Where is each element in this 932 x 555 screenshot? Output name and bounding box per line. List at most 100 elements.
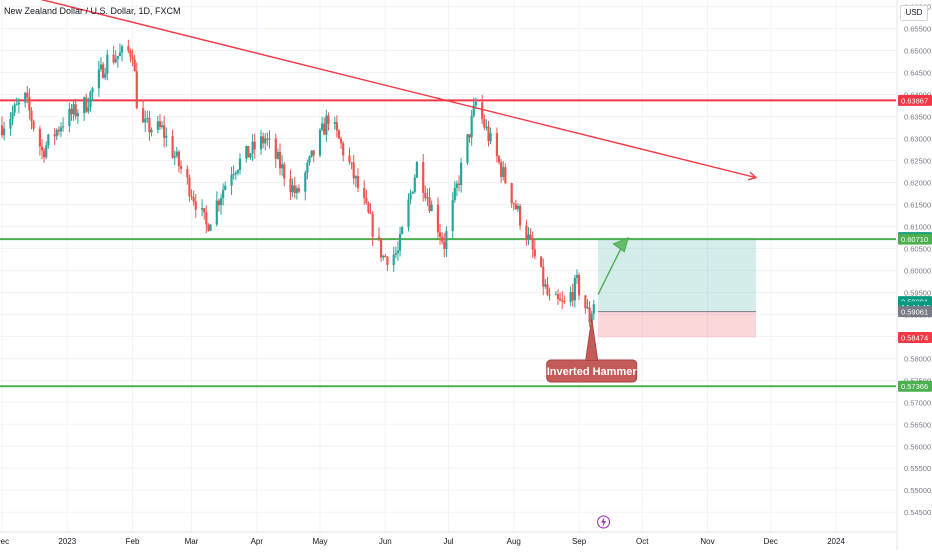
candle-body: [382, 256, 385, 258]
y-tick-label: 0.63500: [904, 113, 931, 122]
candle-body: [554, 294, 557, 296]
candle-body: [548, 294, 551, 296]
candle-body: [409, 193, 412, 200]
candle-body: [160, 125, 164, 127]
x-tick-label: Mar: [185, 537, 199, 546]
candle-body: [398, 233, 402, 251]
candle-body: [53, 134, 56, 137]
candle-body: [457, 183, 461, 186]
candle-body: [510, 183, 513, 204]
candle-body: [55, 129, 58, 137]
candle-body: [203, 208, 206, 213]
candle-body: [497, 156, 501, 163]
candle-body: [308, 156, 311, 163]
candle-body: [118, 52, 122, 56]
candle-body: [59, 127, 63, 132]
candle-body: [516, 205, 520, 210]
candle-body: [293, 185, 296, 193]
candle-body: [135, 71, 138, 109]
candle-body: [573, 277, 576, 301]
candle-body: [363, 187, 366, 199]
candle-body: [426, 197, 429, 199]
candle-body: [3, 128, 6, 136]
candle-body: [205, 212, 208, 225]
candle-body: [188, 177, 191, 197]
candle-body: [87, 107, 90, 112]
candle-body: [436, 204, 440, 233]
candle-body: [327, 115, 330, 124]
y-tick-label: 0.65000: [904, 47, 931, 56]
candle-body: [325, 115, 328, 135]
currency-button[interactable]: USD: [900, 5, 928, 21]
candle-body: [40, 146, 44, 151]
stop-zone[interactable]: [598, 311, 756, 338]
y-tick-label: 0.56000: [904, 442, 931, 451]
x-tick-label: Dec: [764, 537, 778, 546]
candle-body: [253, 141, 256, 150]
candle-body: [114, 58, 117, 63]
candle-body: [15, 104, 18, 106]
candle-body: [371, 213, 374, 237]
candle-body: [91, 88, 94, 92]
candle-body: [101, 64, 105, 78]
candle-body: [148, 117, 151, 133]
candle-body: [474, 102, 477, 106]
candle-body: [26, 92, 29, 98]
candle-body: [179, 165, 183, 169]
candle-body: [83, 97, 86, 114]
candle-body: [222, 189, 225, 199]
y-tick-label: 0.58000: [904, 354, 931, 363]
candle-body: [156, 121, 159, 130]
projection-arrow-shaft[interactable]: [597, 247, 622, 295]
chart-title: New Zealand Dollar / U.S. Dollar, 1D, FX…: [4, 6, 181, 16]
candle-body: [276, 151, 279, 159]
x-tick-label: Nov: [700, 537, 714, 546]
candle-body: [514, 204, 517, 210]
candle-body: [171, 135, 174, 158]
candle-body: [577, 274, 581, 296]
candle-body: [512, 203, 515, 205]
candle-body: [504, 167, 507, 184]
candle-body: [527, 234, 530, 241]
candle-body: [443, 241, 446, 249]
candle-body: [104, 73, 107, 78]
candle-body: [588, 307, 591, 323]
y-tick-label: 0.59500: [904, 288, 931, 297]
candle-body: [116, 55, 119, 59]
candle-body: [384, 256, 387, 258]
candle-body: [354, 176, 357, 179]
candle-body: [129, 50, 132, 57]
candle-body: [264, 138, 267, 144]
candle-body: [232, 174, 235, 176]
candle-body: [219, 198, 223, 206]
candle-body: [318, 129, 322, 156]
price-label-text: 0.60710: [901, 235, 928, 244]
x-tick-label: Jun: [379, 537, 392, 546]
candle-body: [495, 133, 499, 157]
candle-body: [540, 256, 543, 267]
candle-body: [291, 185, 294, 193]
candle-body: [32, 121, 35, 129]
candle-body: [407, 199, 410, 228]
candle-body: [323, 123, 326, 135]
candle-body: [99, 64, 103, 70]
candle-body: [97, 69, 100, 89]
x-tick-label: 2024: [827, 537, 845, 546]
trendline[interactable]: [17, 0, 757, 179]
candle-body: [422, 162, 425, 194]
y-tick-label: 0.55500: [904, 464, 931, 473]
candle-body: [468, 134, 471, 138]
candle-body: [312, 150, 315, 156]
candle-body: [500, 162, 503, 177]
candle-body: [424, 193, 427, 199]
candle-body: [163, 125, 166, 138]
candle-body: [453, 187, 456, 201]
candle-body: [428, 197, 431, 212]
price-label-text: 0.59061: [901, 308, 928, 317]
candle-body: [533, 249, 536, 257]
candle-body: [38, 128, 42, 147]
x-tick-label: May: [312, 537, 327, 546]
candle-body: [142, 108, 145, 123]
